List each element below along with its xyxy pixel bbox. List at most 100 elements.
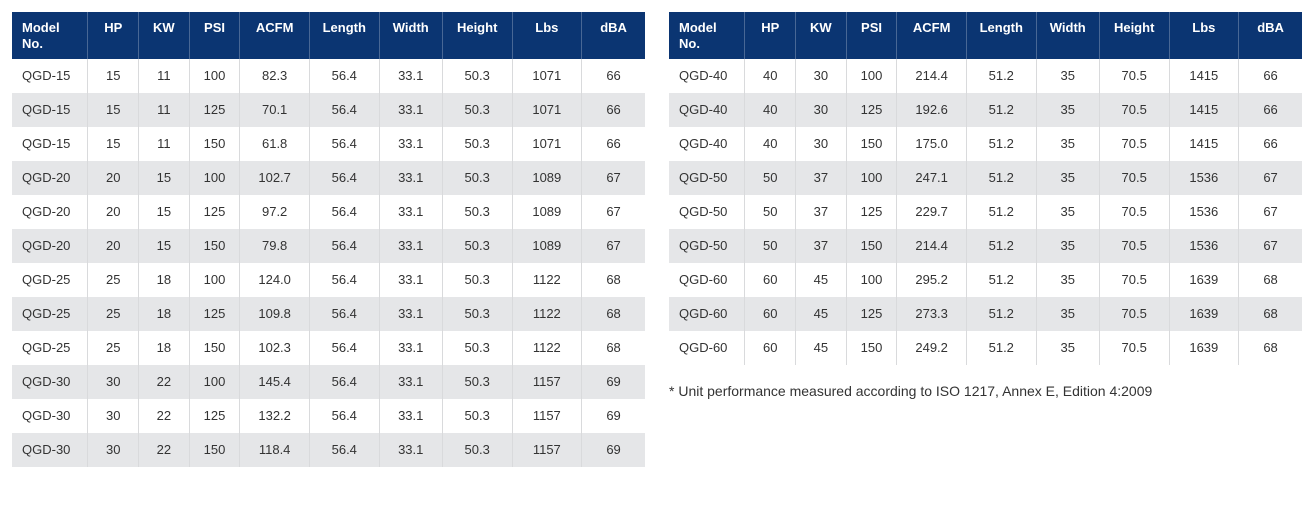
cell-height: 50.3 xyxy=(442,127,512,161)
table-row: QGD-202015100102.756.433.150.3108967 xyxy=(12,161,645,195)
cell-hp: 40 xyxy=(745,93,796,127)
cell-height: 50.3 xyxy=(442,263,512,297)
cell-kw: 45 xyxy=(796,331,847,365)
cell-dba: 66 xyxy=(582,93,645,127)
cell-length: 56.4 xyxy=(309,433,379,467)
cell-hp: 20 xyxy=(88,161,139,195)
cell-lbs: 1415 xyxy=(1169,59,1239,93)
cell-lbs: 1639 xyxy=(1169,331,1239,365)
cell-acfm: 214.4 xyxy=(897,229,967,263)
cell-dba: 69 xyxy=(582,399,645,433)
cell-acfm: 249.2 xyxy=(897,331,967,365)
cell-dba: 68 xyxy=(1239,331,1302,365)
cell-hp: 50 xyxy=(745,161,796,195)
cell-width: 33.1 xyxy=(379,263,442,297)
cell-kw: 30 xyxy=(796,127,847,161)
cell-lbs: 1157 xyxy=(512,365,582,399)
cell-psi: 100 xyxy=(846,161,897,195)
cell-kw: 37 xyxy=(796,229,847,263)
col-header-width: Width xyxy=(379,12,442,59)
cell-model: QGD-15 xyxy=(12,93,88,127)
table-row: QGD-15151110082.356.433.150.3107166 xyxy=(12,59,645,93)
cell-width: 33.1 xyxy=(379,297,442,331)
cell-length: 51.2 xyxy=(966,127,1036,161)
cell-model: QGD-30 xyxy=(12,365,88,399)
table-row: QGD-606045125273.351.23570.5163968 xyxy=(669,297,1302,331)
cell-model: QGD-50 xyxy=(669,161,745,195)
cell-model: QGD-40 xyxy=(669,59,745,93)
cell-height: 50.3 xyxy=(442,229,512,263)
table-row: QGD-303022150118.456.433.150.3115769 xyxy=(12,433,645,467)
cell-dba: 67 xyxy=(1239,161,1302,195)
cell-width: 33.1 xyxy=(379,229,442,263)
cell-length: 51.2 xyxy=(966,263,1036,297)
table-row: QGD-252518150102.356.433.150.3112268 xyxy=(12,331,645,365)
cell-acfm: 102.7 xyxy=(240,161,310,195)
cell-kw: 18 xyxy=(139,263,190,297)
cell-lbs: 1536 xyxy=(1169,161,1239,195)
cell-acfm: 273.3 xyxy=(897,297,967,331)
cell-length: 51.2 xyxy=(966,59,1036,93)
cell-hp: 15 xyxy=(88,59,139,93)
cell-psi: 100 xyxy=(189,263,240,297)
cell-dba: 67 xyxy=(1239,195,1302,229)
cell-model: QGD-60 xyxy=(669,331,745,365)
cell-width: 33.1 xyxy=(379,59,442,93)
cell-kw: 37 xyxy=(796,195,847,229)
col-header-hp: HP xyxy=(745,12,796,59)
cell-psi: 125 xyxy=(189,297,240,331)
cell-hp: 60 xyxy=(745,263,796,297)
cell-dba: 68 xyxy=(1239,297,1302,331)
cell-acfm: 61.8 xyxy=(240,127,310,161)
cell-height: 50.3 xyxy=(442,59,512,93)
cell-length: 56.4 xyxy=(309,297,379,331)
cell-lbs: 1089 xyxy=(512,229,582,263)
cell-model: QGD-40 xyxy=(669,127,745,161)
spec-table-left: Model No.HPKWPSIACFMLengthWidthHeightLbs… xyxy=(12,12,645,467)
cell-acfm: 124.0 xyxy=(240,263,310,297)
cell-model: QGD-20 xyxy=(12,195,88,229)
cell-hp: 25 xyxy=(88,263,139,297)
table-row: QGD-505037125229.751.23570.5153667 xyxy=(669,195,1302,229)
cell-width: 35 xyxy=(1036,263,1099,297)
cell-kw: 18 xyxy=(139,297,190,331)
cell-dba: 67 xyxy=(582,229,645,263)
cell-length: 51.2 xyxy=(966,229,1036,263)
col-header-dba: dBA xyxy=(582,12,645,59)
cell-height: 70.5 xyxy=(1099,297,1169,331)
cell-dba: 68 xyxy=(582,263,645,297)
cell-hp: 15 xyxy=(88,93,139,127)
cell-psi: 100 xyxy=(189,161,240,195)
cell-kw: 22 xyxy=(139,399,190,433)
cell-psi: 125 xyxy=(189,399,240,433)
cell-psi: 100 xyxy=(846,263,897,297)
cell-lbs: 1089 xyxy=(512,161,582,195)
cell-dba: 66 xyxy=(1239,59,1302,93)
cell-lbs: 1071 xyxy=(512,93,582,127)
col-header-lbs: Lbs xyxy=(512,12,582,59)
cell-kw: 22 xyxy=(139,365,190,399)
cell-width: 35 xyxy=(1036,127,1099,161)
cell-hp: 20 xyxy=(88,195,139,229)
cell-hp: 15 xyxy=(88,127,139,161)
cell-height: 50.3 xyxy=(442,331,512,365)
cell-height: 50.3 xyxy=(442,365,512,399)
cell-width: 33.1 xyxy=(379,127,442,161)
cell-psi: 100 xyxy=(189,59,240,93)
table-row: QGD-404030100214.451.23570.5141566 xyxy=(669,59,1302,93)
cell-hp: 30 xyxy=(88,399,139,433)
left-table-block: Model No.HPKWPSIACFMLengthWidthHeightLbs… xyxy=(12,12,645,467)
cell-height: 70.5 xyxy=(1099,127,1169,161)
cell-model: QGD-60 xyxy=(669,297,745,331)
cell-model: QGD-15 xyxy=(12,127,88,161)
cell-length: 51.2 xyxy=(966,331,1036,365)
cell-dba: 66 xyxy=(582,127,645,161)
cell-acfm: 145.4 xyxy=(240,365,310,399)
cell-acfm: 192.6 xyxy=(897,93,967,127)
footnote: * Unit performance measured according to… xyxy=(669,383,1302,399)
cell-width: 35 xyxy=(1036,229,1099,263)
cell-height: 70.5 xyxy=(1099,93,1169,127)
cell-acfm: 214.4 xyxy=(897,59,967,93)
cell-model: QGD-25 xyxy=(12,331,88,365)
cell-height: 50.3 xyxy=(442,161,512,195)
